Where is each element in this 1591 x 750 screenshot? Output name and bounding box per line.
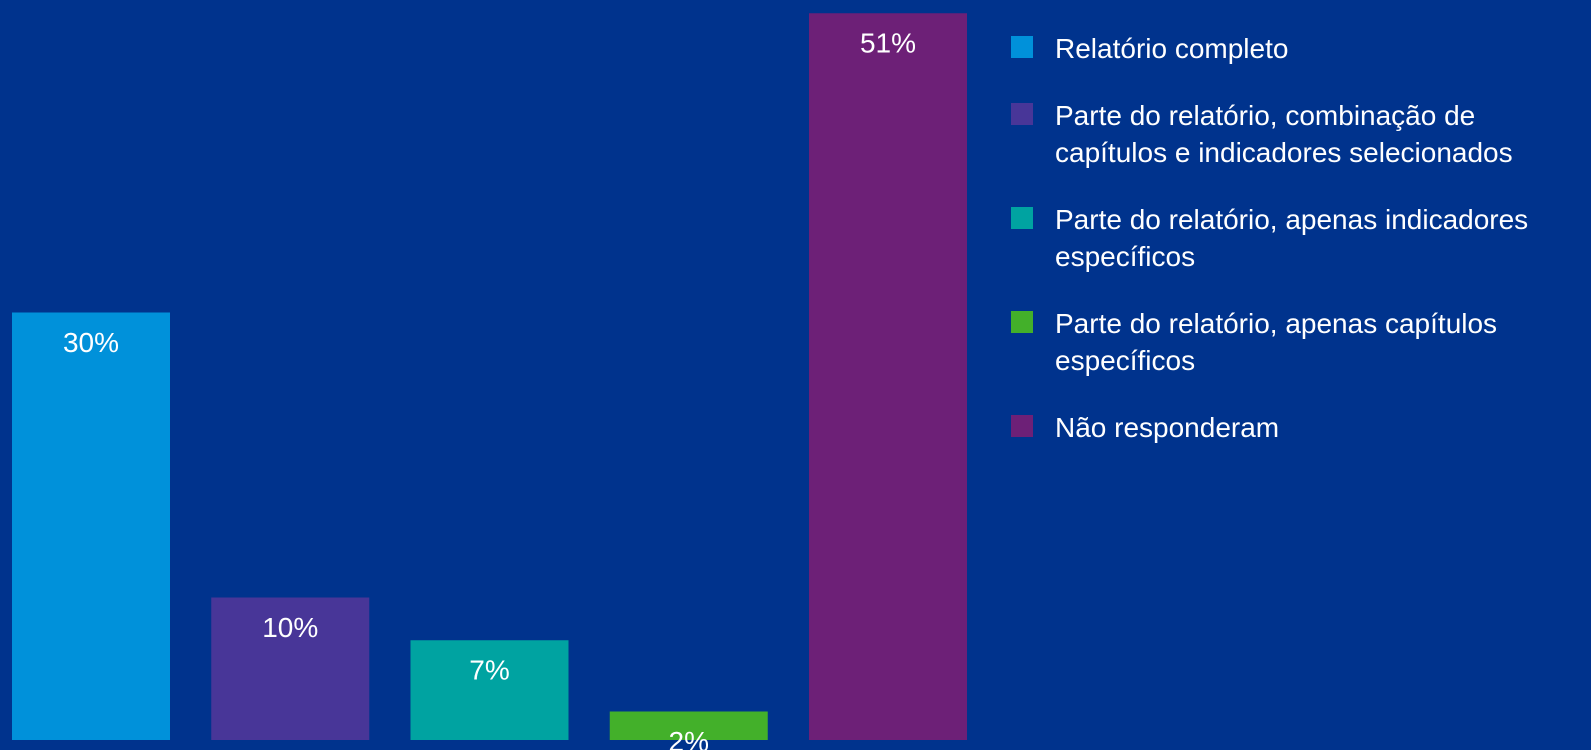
legend-label: Relatório completo	[1055, 33, 1289, 64]
legend-swatch	[1011, 311, 1033, 333]
bar	[410, 640, 569, 740]
legend-item: Parte do relatório, apenas indicadores e…	[1011, 201, 1586, 275]
legend-swatch	[1011, 207, 1033, 229]
legend-swatch	[1011, 415, 1033, 437]
value-label: 30%	[63, 327, 119, 358]
legend-item: Não responderam	[1011, 409, 1586, 446]
bar	[609, 711, 768, 740]
legend-item: Parte do relatório, apenas capítulos esp…	[1011, 305, 1586, 379]
legend-label: Não responderam	[1055, 412, 1280, 443]
value-label: 2%	[669, 726, 709, 750]
legend-label: Parte do relatório, apenas indicadores e…	[1055, 204, 1529, 272]
value-label: 51%	[860, 28, 916, 59]
legend-swatch	[1011, 36, 1033, 58]
legend: Relatório completo Parte do relatório, co…	[1011, 30, 1586, 446]
bar	[211, 597, 370, 740]
bar	[12, 312, 170, 740]
bar	[809, 13, 967, 740]
legend-item: Relatório completo	[1011, 30, 1586, 67]
legend-label: Parte do relatório, apenas capítulos esp…	[1055, 308, 1498, 376]
legend-label: Parte do relatório, combinação de capítu…	[1055, 100, 1513, 168]
legend-swatch	[1011, 103, 1033, 125]
value-label: 7%	[469, 655, 509, 686]
value-label: 10%	[262, 612, 318, 643]
legend-item: Parte do relatório, combinação de capítu…	[1011, 97, 1586, 171]
